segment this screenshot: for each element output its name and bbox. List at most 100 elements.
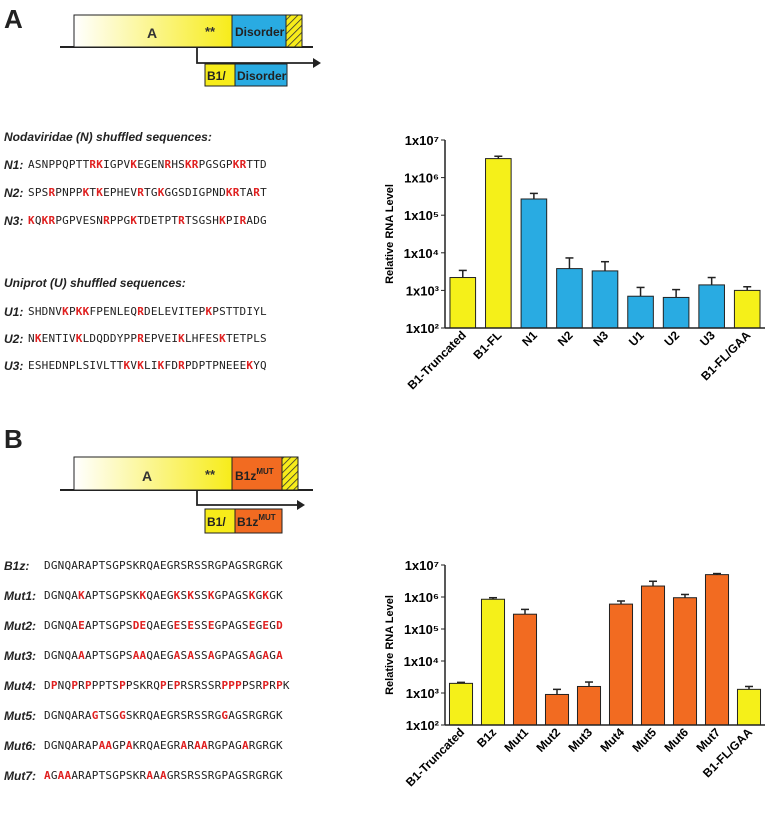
- x-tick-label: N2: [555, 328, 576, 349]
- residues: APTSGPS: [84, 649, 133, 662]
- sequence-row: N3: KQKRPGPVESNRPPGKTDETPTRTSGSHKPIRADG: [4, 214, 344, 230]
- bar: [698, 284, 725, 329]
- b1z-label: B1z: [235, 469, 256, 483]
- mutated-residues: R: [137, 332, 145, 345]
- sequence-row: Mut4: DPNQPRPPPTSPPSKRQPEPRSRSSRPPPPSRPRP…: [4, 679, 344, 695]
- mutated-residues: E: [262, 619, 270, 632]
- sequence-label: B1z:: [4, 559, 30, 573]
- mutated-residues: DE: [132, 619, 147, 632]
- sequence-label: Mut1:: [4, 589, 36, 603]
- sequence-label: Mut5:: [4, 709, 36, 723]
- residues: G: [255, 619, 263, 632]
- mutated-residues: K: [139, 589, 147, 602]
- b1-disorder-label: Disorder: [237, 69, 287, 83]
- b1-label: B1/: [207, 69, 226, 83]
- residues: YQ: [253, 359, 267, 372]
- y-tick-label: 1x10³: [406, 283, 440, 298]
- mut-sup: MUT: [256, 467, 273, 476]
- mutated-residues: AA: [132, 649, 147, 662]
- residues: GGSDIGPND: [164, 186, 226, 199]
- x-tick-label: Mut2: [533, 725, 563, 755]
- svg-text:B1zMUT: B1zMUT: [237, 513, 276, 529]
- sequence-row: N1: ASNPPQPTTRKIGPVKEGENRHSKRPGSGPKRTTD: [4, 158, 344, 174]
- hatched-box-b: [281, 456, 299, 491]
- residues: Q: [34, 214, 42, 227]
- sequence-text: DGNQAAAPTSGPSAAQAEGASASSAGPAGSAGAGA: [44, 649, 283, 662]
- residues: SS: [194, 619, 208, 632]
- residues: K: [282, 679, 290, 692]
- panel-b-gene-diagram: A ** B1zMUT B1/ B1zMUT: [60, 456, 313, 534]
- mutated-residues: R: [137, 305, 145, 318]
- mutated-residues: R: [137, 186, 145, 199]
- residues: N: [28, 332, 35, 345]
- sequence-label: Mut7:: [4, 769, 36, 783]
- residues: LHFES: [184, 332, 220, 345]
- residues: QAEG: [146, 649, 174, 662]
- bar: [627, 295, 654, 329]
- x-tick-label: Mut6: [661, 725, 691, 755]
- x-tick-label: Mut5: [629, 725, 659, 755]
- residues: DGNQARAP: [44, 739, 99, 752]
- mutated-residues: A: [207, 649, 215, 662]
- mutated-residues: K: [96, 186, 104, 199]
- residues: R: [187, 739, 195, 752]
- residues: V: [130, 359, 138, 372]
- residues: TA: [239, 186, 254, 199]
- residues: EGEN: [137, 158, 165, 171]
- x-tick-label: B1-Truncated: [403, 725, 467, 789]
- y-tick-label: 1x10³: [406, 686, 440, 701]
- residues: SS: [194, 649, 208, 662]
- residues: PGSGP: [198, 158, 233, 171]
- y-tick-label: 1x10⁶: [404, 171, 439, 186]
- residues: TTD: [246, 158, 267, 171]
- stars-label-b: **: [205, 467, 216, 482]
- mutated-residues: A: [180, 739, 188, 752]
- mutated-residues: A: [78, 649, 85, 662]
- sequence-text: AGAAARAPTSGPSKRAAAGRSRSSRGPAGSRGRGK: [44, 769, 283, 782]
- panel-a-gene-diagram: A ** Disorder B1/ Disorder: [60, 14, 321, 87]
- residues: RGPAG: [207, 739, 242, 752]
- mutated-residues: K: [34, 332, 42, 345]
- residues: A: [153, 769, 161, 782]
- residues: TDETPT: [137, 214, 179, 227]
- x-tick-label: N1: [519, 328, 540, 349]
- residues: DGNQARA: [44, 709, 92, 722]
- bar: [704, 574, 730, 726]
- x-tick-label: U3: [697, 328, 718, 349]
- mutated-residues: K: [205, 305, 213, 318]
- sequence-label: Mut6:: [4, 739, 36, 753]
- residues: ASNPPQPTT: [28, 158, 90, 171]
- residues: DGNQA: [44, 589, 79, 602]
- residues: R: [269, 679, 277, 692]
- mutated-residues: P: [50, 679, 58, 692]
- mutated-residues: P: [84, 679, 92, 692]
- mutated-residues: P: [119, 679, 126, 692]
- y-tick-label: 1x10⁷: [405, 133, 439, 148]
- mutated-residues: R: [48, 186, 56, 199]
- residues: DGNQA: [44, 619, 79, 632]
- x-tick-label: B1z: [474, 725, 499, 750]
- residues: DELEVITEP: [144, 305, 206, 318]
- sequence-text: DGNQARAGTSGGSKRQAEGRSRSSRGGAGSRGRGK: [44, 709, 283, 722]
- residues: NQ: [57, 679, 72, 692]
- residues: E: [166, 679, 174, 692]
- residues: ESHEDNPLSIVLTT: [28, 359, 124, 372]
- residues: RGRGK: [248, 739, 283, 752]
- y-tick-label: 1x10⁵: [404, 208, 439, 223]
- residues: GPAGS: [214, 649, 249, 662]
- arrow-head: [313, 58, 321, 68]
- mutated-residues: K: [28, 214, 35, 227]
- residues: FD: [164, 359, 179, 372]
- mutated-residues: K: [130, 214, 138, 227]
- b1z-mut-box-bottom: [234, 508, 283, 534]
- x-tick-label: Mut3: [565, 725, 595, 755]
- residues: PNPP: [55, 186, 83, 199]
- mutated-residues: R: [178, 214, 185, 227]
- sequence-text: SPSRPNPPKTKEPHEVRTGKGGSDIGPNDKRTART: [28, 186, 267, 199]
- residues: AGSRGRGK: [228, 709, 283, 722]
- residues: ENTIV: [41, 332, 76, 345]
- sequence-row: Mut1: DGNQAKAPTSGPSKKQAEGKSKSSKGPAGSKGKGK: [4, 589, 344, 605]
- residues: APTSGPSK: [84, 589, 140, 602]
- sequence-row: Mut2: DGNQAEAPTSGPSDEQAEGESESSEGPAGSEGEGD: [4, 619, 344, 635]
- residues: G: [269, 619, 277, 632]
